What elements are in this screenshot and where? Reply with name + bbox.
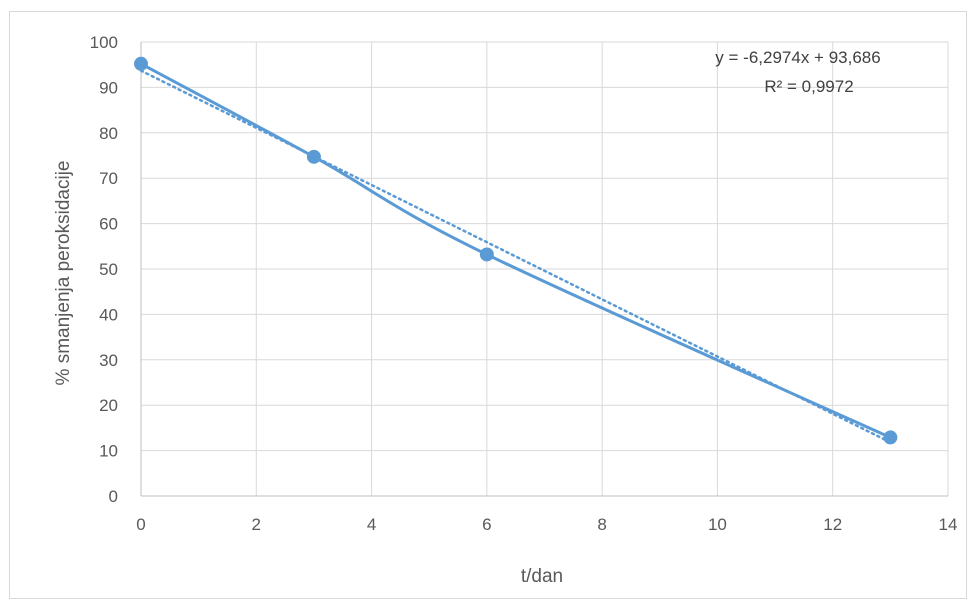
y-tick-label: 20: [99, 396, 118, 415]
y-tick-label: 100: [90, 33, 118, 52]
data-point: [479, 247, 494, 262]
y-tick-label: 80: [99, 124, 118, 143]
x-tick-label: 8: [597, 515, 606, 534]
x-tick-label: 4: [367, 515, 376, 534]
x-tick-label: 14: [939, 515, 958, 534]
data-point: [306, 149, 321, 164]
x-tick-label: 12: [823, 515, 842, 534]
trendline-r2: R² = 0,9972: [764, 77, 853, 96]
y-tick-label: 0: [109, 487, 118, 506]
y-tick-label: 40: [99, 305, 118, 324]
y-tick-label: 50: [99, 260, 118, 279]
x-axis-title: t/dan: [521, 566, 563, 587]
chart-frame: [9, 11, 967, 599]
data-point: [134, 56, 148, 71]
x-tick-label: 6: [482, 515, 491, 534]
data-point: [883, 430, 898, 445]
trendline-equation: y = -6,2974x + 93,686: [715, 48, 880, 67]
y-tick-label: 70: [99, 169, 118, 188]
series-line: [139, 62, 892, 439]
x-tick-label: 2: [252, 515, 261, 534]
axes: [140, 42, 948, 497]
gridlines: [141, 41, 949, 496]
y-tick-label: 90: [99, 78, 118, 97]
x-tick-label: 10: [708, 515, 727, 534]
y-tick-label: 30: [99, 351, 118, 370]
tick-labels: 0 10 20 30 40 50 60 70 80 90 100 0 2 4 6 8 10 12 14: [90, 33, 958, 534]
y-tick-label: 10: [99, 442, 118, 461]
series: [134, 56, 898, 445]
y-tick-label: 60: [99, 215, 118, 234]
y-axis-title: % smanjenja peroksidacije: [53, 161, 74, 386]
x-tick-label: 0: [136, 515, 145, 534]
